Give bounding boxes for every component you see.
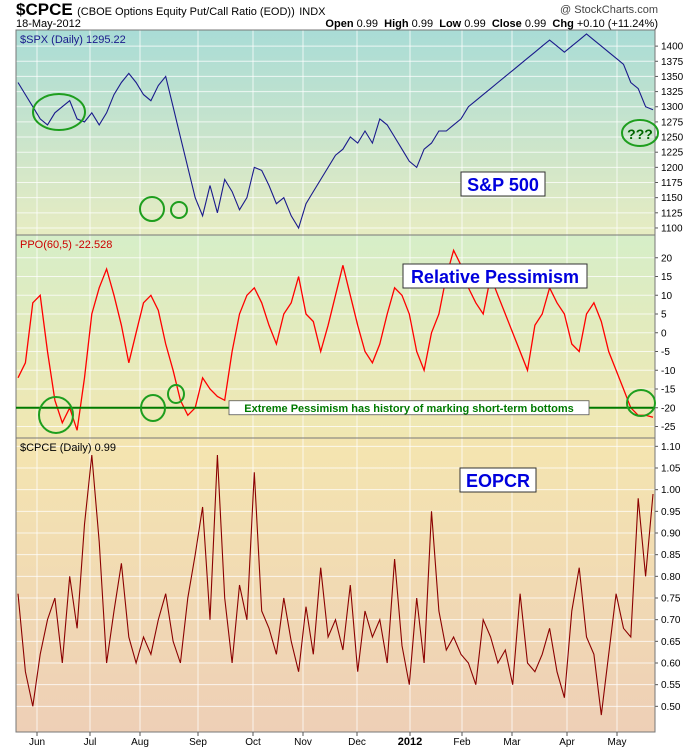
y-tick-label: 1275 [661, 117, 684, 128]
y-tick-label: 0.85 [661, 550, 681, 561]
y-tick-label: 0.55 [661, 680, 681, 691]
y-tick-label: 1.10 [661, 442, 681, 453]
y-tick-label: 0.65 [661, 637, 681, 648]
chart-date: 18-May-2012 [16, 18, 81, 30]
y-tick-label: -25 [661, 422, 676, 433]
y-tick-label: 1100 [661, 223, 683, 234]
y-tick-label: 20 [661, 253, 673, 264]
close-value: 0.99 [524, 18, 547, 30]
chg-value: +0.10 (+11.24%) [576, 18, 658, 30]
y-tick-label: 0.75 [661, 594, 681, 605]
chg-label: Chg [552, 18, 574, 30]
y-tick-label: 1150 [661, 193, 683, 204]
y-tick-label: 1325 [661, 87, 684, 98]
annotation-relative-pessimism-box [402, 263, 588, 289]
symbol-description: (CBOE Options Equity Put/Call Ratio (EOD… [77, 6, 295, 18]
low-label: Low [439, 18, 462, 30]
y-tick-label: 0.95 [661, 507, 681, 518]
credit: @ StockCharts.com [560, 4, 658, 16]
panel-background [16, 30, 655, 235]
highlight-circle [38, 396, 74, 434]
open-label: Open [325, 18, 354, 30]
annotation-eopcr-box [459, 467, 537, 493]
panel-legend: PPO(60,5) -22.528 [20, 239, 112, 251]
highlight-circle [139, 196, 165, 222]
low-value: 0.99 [464, 18, 486, 30]
highlight-circle [170, 201, 188, 219]
y-tick-label: 0.80 [661, 572, 681, 583]
quote-bar: Open 0.99 High 0.99 Low 0.99 Close 0.99 … [325, 18, 658, 30]
x-tick-label: 2012 [398, 736, 422, 748]
x-tick-label: Apr [559, 737, 575, 748]
x-tick-label: Jun [29, 737, 45, 748]
y-tick-label: 0.60 [661, 659, 681, 670]
y-tick-label: 0.50 [661, 702, 681, 713]
y-tick-label: 1.05 [661, 464, 681, 475]
panel-legend: $CPCE (Daily) 0.99 [20, 442, 116, 454]
y-tick-label: 10 [661, 291, 673, 302]
y-tick-label: 0 [661, 328, 667, 339]
y-tick-label: 5 [661, 310, 667, 321]
y-tick-label: -15 [661, 385, 676, 396]
x-tick-label: Sep [189, 737, 207, 748]
x-tick-label: Dec [348, 737, 366, 748]
y-tick-label: -5 [661, 347, 670, 358]
y-tick-label: 15 [661, 272, 673, 283]
x-tick-label: Nov [294, 737, 312, 748]
question-marks: ??? [627, 126, 653, 142]
panel-border [15, 437, 656, 733]
x-tick-label: May [608, 737, 627, 748]
y-tick-label: -20 [661, 403, 676, 414]
x-tick-label: Oct [245, 737, 261, 748]
panel-legend: $SPX (Daily) 1295.22 [20, 34, 126, 46]
x-tick-label: Jul [84, 737, 97, 748]
y-tick-label: 1175 [661, 178, 683, 189]
panel-background [16, 438, 655, 732]
x-tick-label: Feb [453, 737, 471, 748]
series-line [17, 454, 654, 716]
y-tick-label: 1300 [661, 102, 684, 113]
annotation-relative-pessimism: Relative Pessimism [411, 267, 579, 287]
y-tick-label: -10 [661, 366, 676, 377]
highlight-circle [140, 394, 166, 422]
high-label: High [384, 18, 409, 30]
highlight-circle [621, 119, 659, 147]
y-tick-label: 0.90 [661, 529, 681, 540]
chart-title: $CPCE (CBOE Options Equity Put/Call Rati… [16, 0, 326, 20]
highlight-circle [32, 93, 86, 131]
y-tick-label: 1350 [661, 72, 684, 83]
y-tick-label: 1200 [661, 163, 684, 174]
x-tick-label: Mar [503, 737, 521, 748]
close-label: Close [491, 18, 522, 30]
highlight-circle [626, 389, 656, 417]
annotation-sp500-box [460, 171, 546, 197]
threshold-label: Extreme Pessimism has history of marking… [244, 403, 573, 415]
y-tick-label: 1400 [661, 42, 684, 53]
y-tick-label: 1125 [661, 208, 683, 219]
y-tick-label: 1225 [661, 148, 684, 159]
series-line [17, 33, 654, 230]
open-value: 0.99 [356, 18, 379, 30]
annotation-sp500: S&P 500 [467, 175, 539, 195]
high-value: 0.99 [411, 18, 434, 30]
x-tick-label: Aug [131, 737, 149, 748]
annotation-eopcr: EOPCR [466, 471, 530, 491]
y-tick-label: 1250 [661, 133, 684, 144]
series-line [17, 248, 654, 431]
threshold-label-box [228, 400, 590, 416]
highlight-circle [167, 384, 185, 404]
symbol: $CPCE [16, 0, 73, 19]
y-tick-label: 0.70 [661, 615, 681, 626]
y-tick-label: 1375 [661, 57, 684, 68]
y-tick-label: 1.00 [661, 485, 681, 496]
exchange: INDX [299, 6, 326, 18]
